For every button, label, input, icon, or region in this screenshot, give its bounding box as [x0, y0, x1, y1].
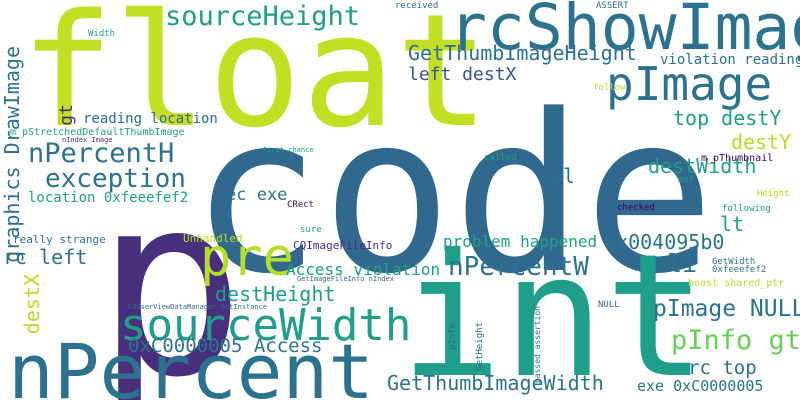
word: GetThumbImageHeight	[408, 43, 637, 63]
word: rc top	[688, 359, 757, 378]
word: top destY	[673, 108, 781, 128]
word: location 0xfeeefef2	[28, 191, 188, 205]
word: follow	[593, 84, 626, 93]
word: received	[395, 2, 438, 11]
word: violation reading	[660, 53, 800, 67]
word: ul	[551, 166, 575, 186]
word: GetHeight	[476, 322, 485, 371]
word: NULL	[598, 301, 620, 310]
word: First chance	[263, 147, 314, 154]
word: really strange	[13, 234, 106, 245]
word: ASSERT	[596, 2, 629, 11]
word: called	[484, 154, 517, 163]
word: CRect	[287, 201, 314, 210]
word: pInfo gt	[671, 327, 800, 354]
word: checked	[617, 204, 655, 213]
word: boost shared_ptr	[688, 279, 784, 289]
word: 0xC0000005 Access	[128, 337, 322, 356]
word: problem	[263, 157, 301, 166]
word: li	[667, 251, 697, 276]
word: sure	[300, 226, 322, 235]
word: CQUserViewDataManager GetInstance	[128, 304, 267, 311]
word: destHeight	[215, 284, 335, 304]
word: CQImageFileInfo	[293, 240, 392, 251]
word: exe 0xC0000005	[637, 379, 763, 394]
word: exception	[45, 166, 186, 192]
word: GetThumbImageWidth	[387, 373, 604, 393]
word: m_pThumbnail	[701, 154, 773, 164]
word: 0xfeeefef2	[712, 266, 766, 275]
word: nIndex Image	[62, 137, 113, 144]
word: graphics DrawImage	[2, 46, 22, 263]
word: pImage NULL	[653, 298, 800, 321]
word: nPercentH	[28, 140, 174, 167]
word: met	[678, 176, 694, 185]
word: pInfo	[449, 323, 458, 350]
word: left destX	[408, 66, 516, 84]
word: gt	[58, 104, 76, 126]
word: following	[722, 205, 771, 214]
word: Unhandled	[183, 233, 243, 244]
word: destY	[731, 132, 791, 152]
word: GetImageFileInfo nIndex	[297, 276, 394, 283]
word: ec exe	[226, 187, 287, 204]
word: reading location	[83, 112, 218, 126]
word: passed assertion	[534, 306, 542, 383]
word: destX	[22, 274, 42, 334]
word: nPercentW	[448, 254, 589, 280]
word: lt	[720, 214, 744, 234]
word: Width	[88, 30, 115, 39]
word: Height	[757, 190, 790, 199]
word: problem happened	[443, 234, 597, 250]
word: 0x004095b0	[604, 232, 724, 252]
word: sourceHeight	[165, 3, 360, 30]
